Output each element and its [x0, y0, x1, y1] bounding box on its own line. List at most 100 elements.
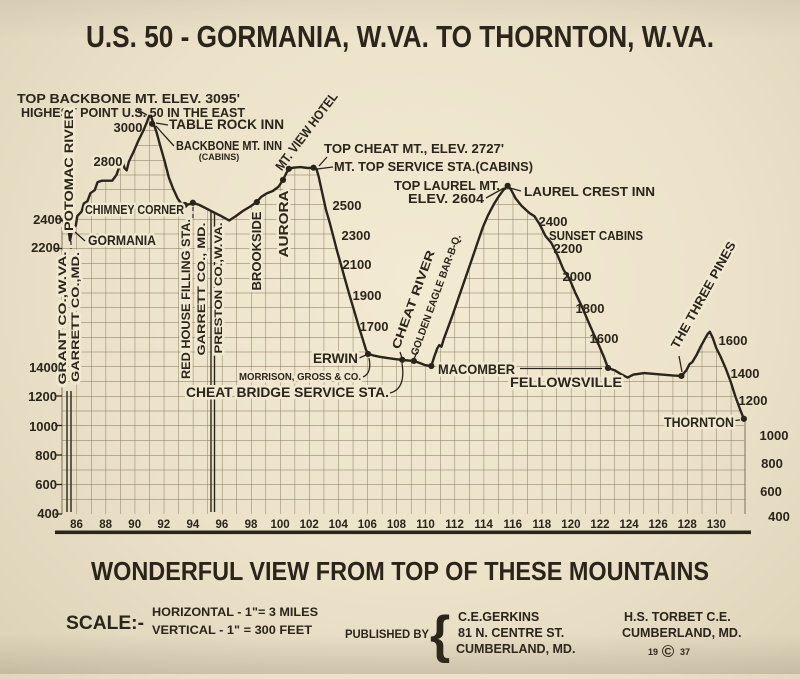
x-tick-110: 110 — [416, 519, 435, 531]
y-label-400-left: 400 — [37, 506, 59, 521]
x-tick-92: 92 — [157, 519, 170, 531]
scale-vertical: VERTICAL - 1" = 300 FEET — [152, 623, 313, 637]
engineer-city: CUMBERLAND, MD. — [622, 626, 741, 640]
x-tick-94: 94 — [186, 519, 199, 531]
label-brookside: BROOKSIDE — [250, 212, 264, 291]
label-morrison-gross: MORRISON, GROSS & CO. — [239, 371, 361, 383]
label-red-house-filling-sta: RED HOUSE FILLING STA. — [179, 219, 193, 379]
elev-label-pines-1200: 1200 — [739, 393, 768, 408]
x-tick-88: 88 — [99, 519, 112, 531]
leader-lines — [74, 109, 741, 422]
leader-morrison — [362, 357, 371, 378]
y-label-2200-left: 2200 — [31, 240, 60, 255]
elev-label-cheat-1900: 1900 — [353, 288, 382, 303]
station-dot-golden-eagle-bar-b-q — [410, 357, 417, 364]
copyright-19: 19 — [648, 647, 658, 657]
x-tick-120: 120 — [561, 519, 580, 531]
y-label-600-right: 600 — [760, 484, 782, 499]
x-tick-122: 122 — [590, 519, 609, 531]
station-dot-the-three-pines — [678, 372, 685, 380]
elev-label-2800: 2800 — [94, 154, 123, 169]
leader-three-pines — [678, 355, 683, 373]
x-tick-126: 126 — [649, 519, 668, 531]
x-tick-106: 106 — [358, 519, 377, 531]
station-dot-brookside — [253, 198, 260, 206]
label-top-backbone-line2: HIGHEST POINT U.S. 50 IN THE EAST — [21, 106, 245, 120]
x-tick-104: 104 — [329, 519, 349, 531]
leader-top-cheat — [318, 156, 328, 167]
y-label-1000-right: 1000 — [760, 428, 789, 443]
tagline: WONDERFUL VIEW FROM TOP OF THESE MOUNTAI… — [91, 556, 709, 586]
x-tick-114: 114 — [474, 519, 493, 531]
elev-label-pines-1600: 1600 — [719, 333, 748, 348]
publisher-street: 81 N. CENTRE ST. — [458, 626, 564, 640]
elev-label-cheat-2300: 2300 — [342, 228, 371, 243]
y-label-800-left: 800 — [35, 448, 57, 463]
y-label-600-left: 600 — [35, 477, 57, 492]
label-laurel-crest-inn: LAUREL CREST INN — [524, 184, 655, 199]
elev-label-laurel-2200: 2200 — [554, 241, 583, 256]
station-dot-gormania — [69, 226, 76, 233]
station-dot-red-house-filling-sta — [189, 199, 196, 206]
y-label-800-right: 800 — [761, 456, 783, 471]
published-by: PUBLISHED BY — [345, 627, 429, 641]
x-tick-108: 108 — [387, 519, 407, 531]
elev-label-laurel-1600: 1600 — [590, 331, 619, 346]
label-potomac-river: POTOMAC RIVER — [62, 109, 76, 231]
station-dots — [69, 120, 748, 422]
label-backbone-cabins: (CABINS) — [199, 152, 240, 162]
elev-label-cheat-2500: 2500 — [333, 198, 362, 213]
label-fellowsville: FELLOWSVILLE — [510, 374, 622, 390]
engineer-name: H.S. TORBET C.E. — [624, 610, 731, 624]
leader-laurel-crest — [509, 187, 522, 192]
leader-backbone-peak — [137, 109, 148, 116]
label-garrett-co-2: GARRETT CO., MD. — [196, 223, 208, 356]
x-tick-98: 98 — [245, 519, 258, 531]
station-dot-macomber — [428, 362, 435, 370]
elev-label-laurel-2000: 2000 — [563, 269, 592, 284]
label-erwin: ERWIN — [313, 351, 358, 366]
y-label-1000-left: 1000 — [29, 419, 58, 434]
x-axis-ticks: 86 88 90 92 94 96 98 100 102 104 106 108 110 112 114 11… — [70, 519, 726, 531]
publisher-city: CUMBERLAND, MD. — [456, 642, 575, 656]
elev-label-cheat-2100: 2100 — [343, 257, 372, 272]
station-dot-top-laurel-mt-2604 — [504, 182, 511, 189]
label-chimney-corner: CHIMNEY CORNER — [85, 202, 184, 217]
station-dot-table-rock-inn-top-backbone-mt-3095 — [149, 120, 156, 127]
label-mt-top-service-sta: MT. TOP SERVICE STA.(CABINS) — [334, 160, 533, 174]
label-macomber: MACOMBER — [438, 361, 515, 377]
county-line-grant-garrett — [66, 391, 72, 512]
elev-label-cheat-1700: 1700 — [360, 319, 389, 334]
x-tick-102: 102 — [300, 519, 319, 531]
label-laurel-elev: ELEV. 2604 — [408, 191, 485, 206]
leader-table-rock — [155, 122, 169, 126]
elev-label-pines-1400: 1400 — [731, 366, 760, 381]
county-line-garrett-preston — [210, 212, 216, 512]
x-tick-118: 118 — [533, 519, 552, 531]
elev-label-laurel-2400: 2400 — [539, 214, 568, 229]
leader-erwin — [356, 354, 367, 360]
station-dot-mt-top-service-sta-top-cheat-mt-2727 — [310, 164, 317, 171]
copyright-37: 37 — [680, 647, 690, 657]
leader-top-laurel — [485, 187, 505, 199]
x-tick-112: 112 — [445, 519, 464, 531]
scale-horizontal: HORIZONTAL - 1"= 3 MILES — [152, 605, 318, 619]
label-gormania: GORMANIA — [88, 232, 156, 248]
scale-label: SCALE:- — [66, 613, 144, 634]
x-tick-116: 116 — [503, 519, 522, 531]
leader-cheat-bridge — [389, 362, 404, 394]
leader-thornton — [734, 419, 741, 422]
station-dot-erwin — [364, 350, 372, 358]
y-label-1400-left: 1400 — [29, 360, 58, 375]
label-top-cheat-mt: TOP CHEAT MT., ELEV. 2727' — [324, 141, 504, 156]
x-tick-86: 86 — [70, 519, 83, 531]
page-title: U.S. 50 - GORMANIA, W.VA. TO THORNTON, W… — [86, 19, 714, 54]
label-thornton: THORNTON — [664, 415, 734, 430]
leader-mt-top-service — [316, 166, 334, 170]
x-tick-96: 96 — [216, 519, 229, 531]
elev-label-laurel-1800: 1800 — [576, 301, 605, 316]
label-top-laurel-mt: TOP LAUREL MT. — [394, 178, 500, 193]
label-top-backbone-line1: TOP BACKBONE MT. ELEV. 3095' — [17, 91, 240, 106]
station-dot-chimney-corner — [181, 201, 188, 209]
